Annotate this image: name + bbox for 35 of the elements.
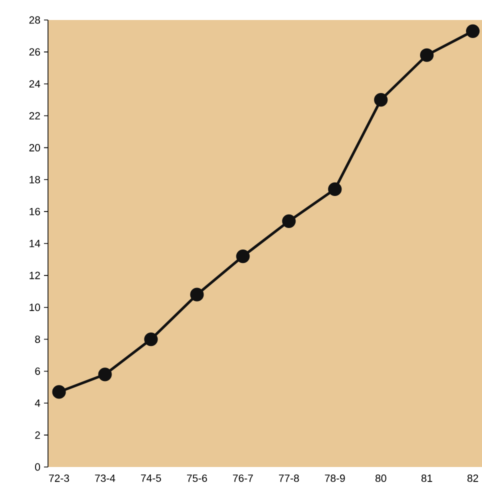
- point: [52, 385, 66, 399]
- point: [282, 214, 296, 228]
- y-tick-label: 6: [35, 368, 40, 375]
- point: [144, 332, 158, 346]
- point: [374, 93, 388, 107]
- point: [98, 368, 112, 382]
- y-tick-label: 10: [30, 304, 40, 312]
- x-tick-label: 75-6: [187, 474, 207, 482]
- x-tick-label: 82: [467, 474, 478, 482]
- x-tick-label: 81: [421, 474, 432, 482]
- y-tick-label: 24: [29, 80, 40, 88]
- y-tick-label: 26: [29, 48, 40, 56]
- y-tick-label: 18: [30, 176, 40, 184]
- x-tick-label: 76-7: [233, 474, 253, 482]
- y-tick-label: 0: [35, 463, 40, 471]
- point: [236, 249, 250, 264]
- y-tick-label: 8: [35, 336, 40, 343]
- y-tick-label: 20: [29, 144, 40, 152]
- y-tick-label: 12: [30, 272, 40, 280]
- point: [190, 288, 204, 302]
- y-tick-label: 4: [34, 400, 40, 407]
- y-tick-label: 16: [30, 208, 40, 216]
- x-tick-label: 73-4: [95, 474, 116, 482]
- x-tick-label: 72-3: [49, 474, 70, 482]
- x-tick-label: 78-9: [324, 474, 345, 482]
- x-tick-label: 74-5: [141, 474, 162, 482]
- y-tick-label: 2: [35, 431, 40, 439]
- point: [420, 48, 434, 62]
- point: [466, 24, 480, 38]
- point: [328, 182, 342, 196]
- y-tick-label: 14: [30, 240, 40, 248]
- y-tick-label: 22: [29, 112, 40, 120]
- x-tick-label: 80: [375, 474, 386, 482]
- x-tick-label: 77-8: [278, 474, 299, 482]
- y-tick-label: 28: [29, 16, 40, 24]
